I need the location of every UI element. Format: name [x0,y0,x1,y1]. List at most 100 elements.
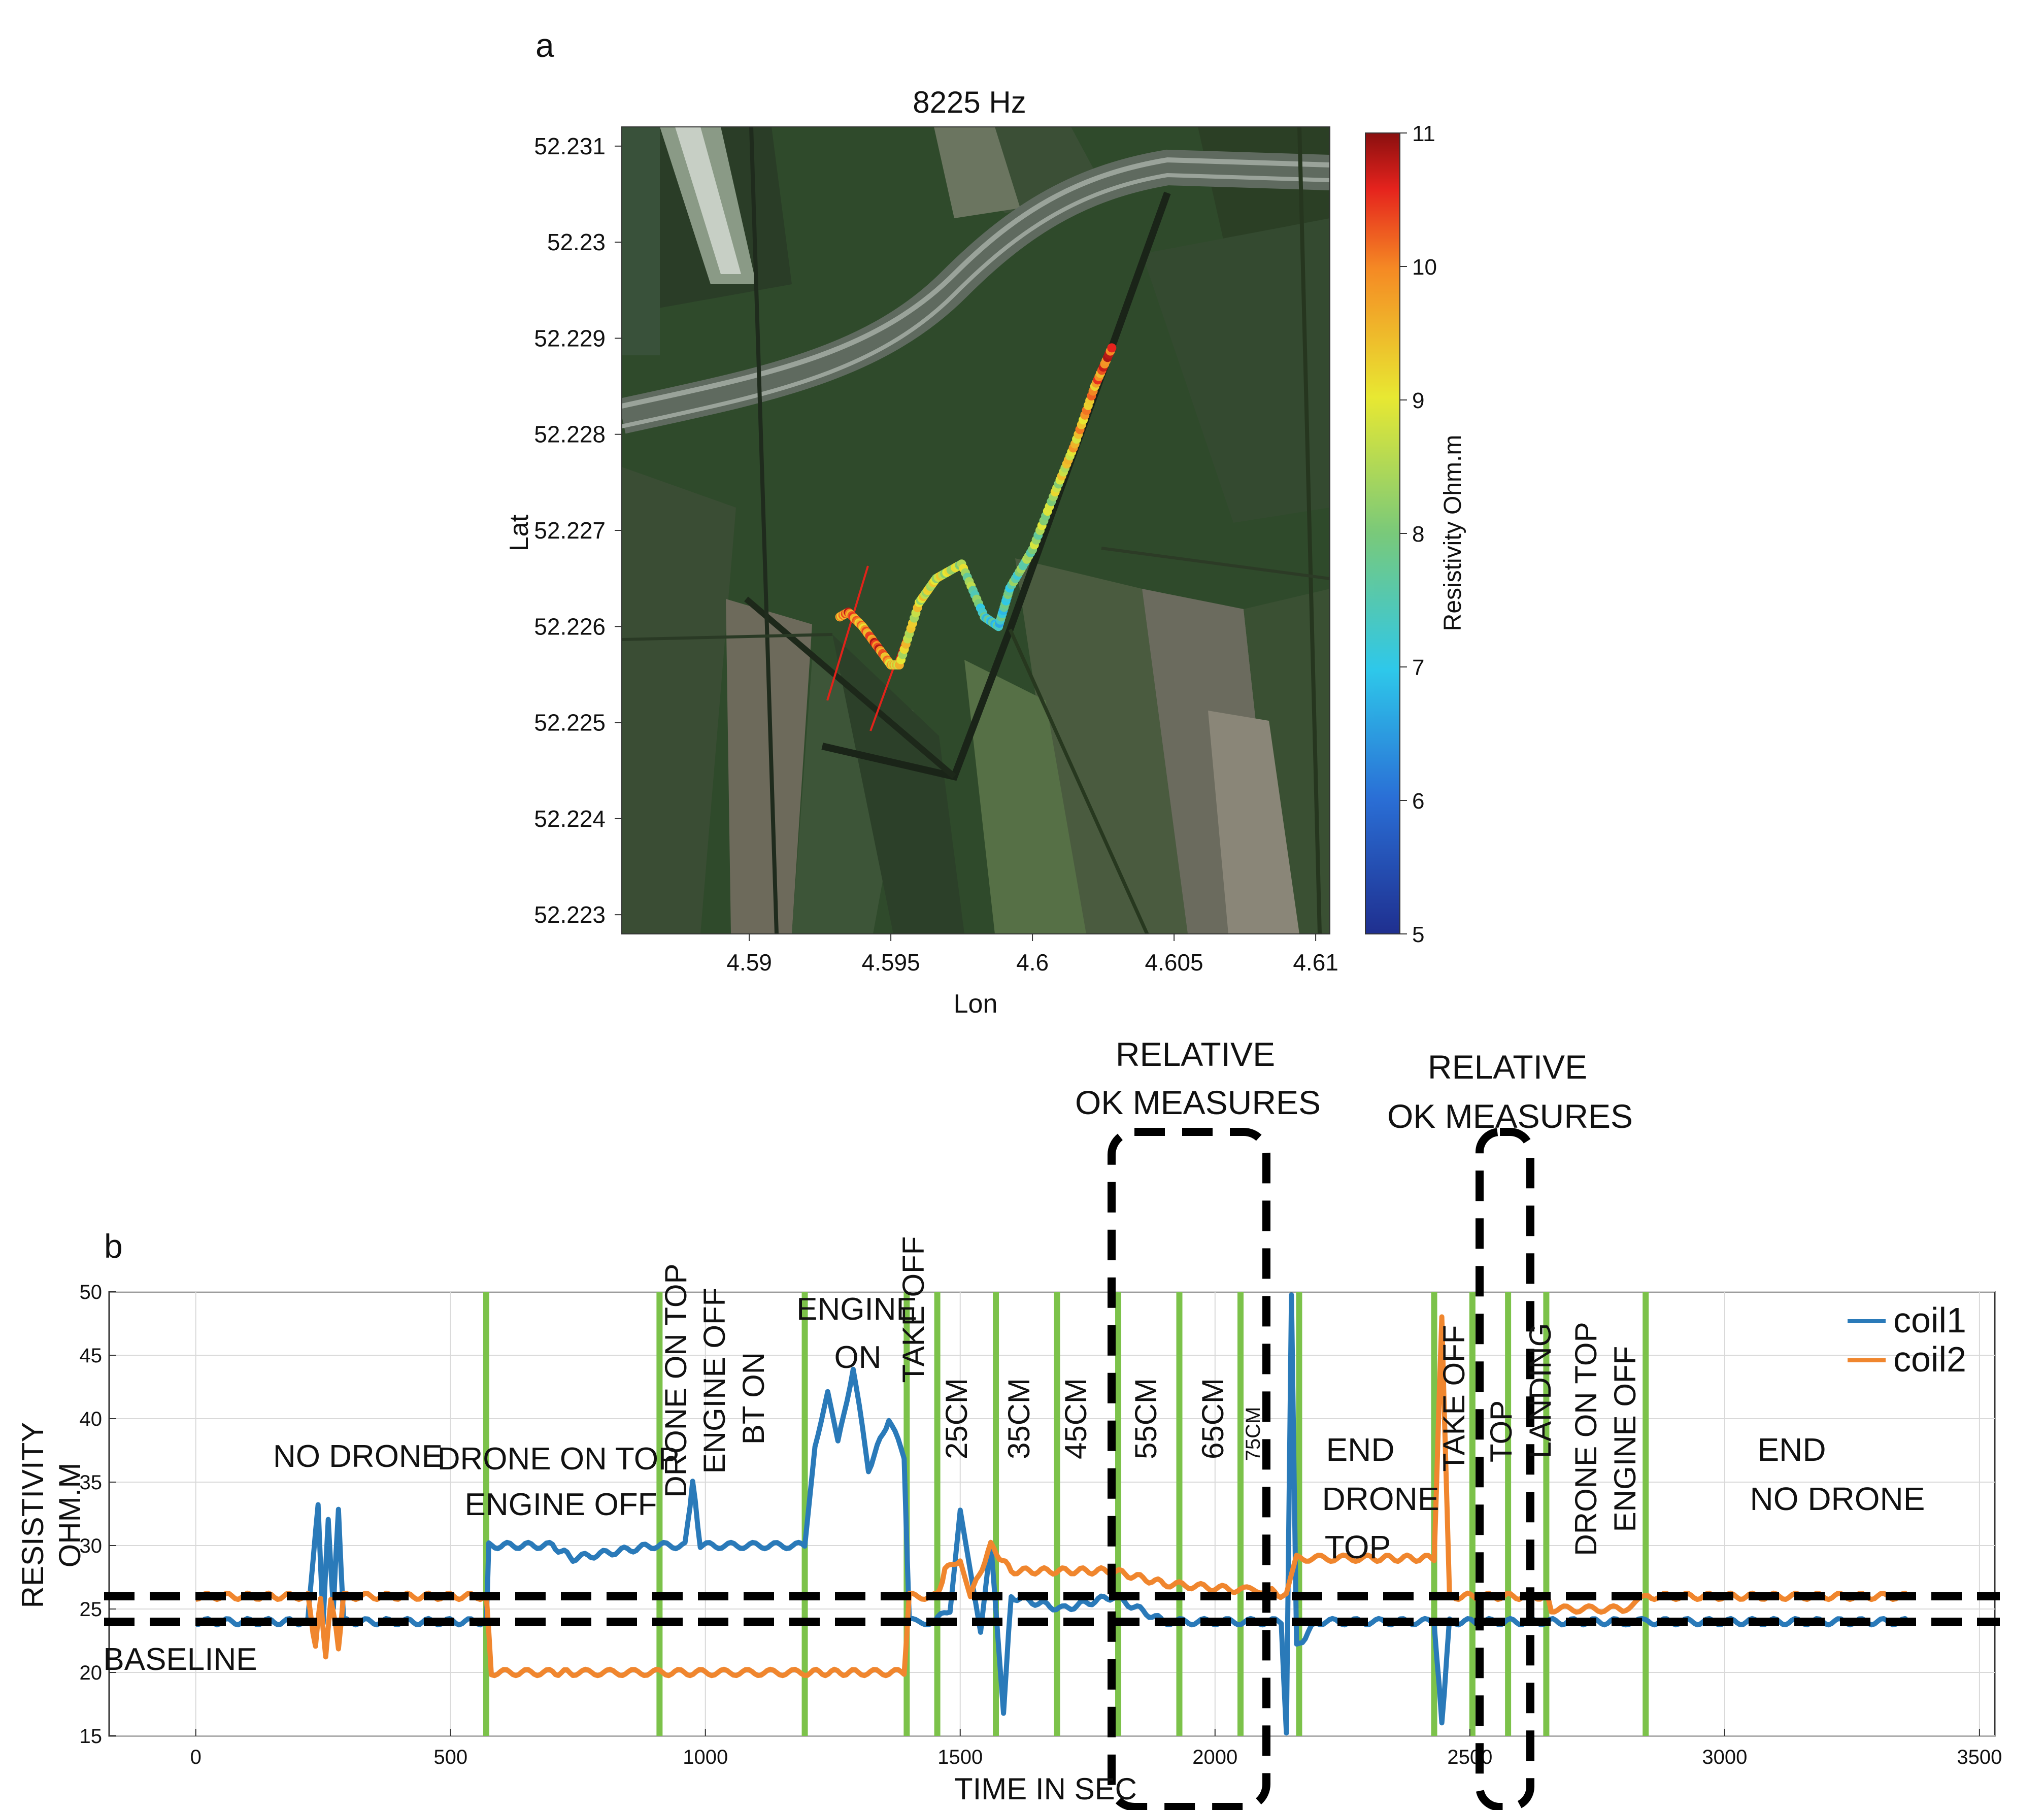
map-y-tick-label: 52.226 [534,613,606,640]
plot-y-label-line1: RESISTIVITY [16,1422,50,1608]
flight-track [835,343,1117,669]
ditch [1101,547,1330,580]
annotation-engine-off-3: ENGINE OFF [1608,1346,1642,1532]
y-tick-label: 30 [80,1535,103,1557]
field-patch [675,127,741,274]
annotation-landing: LANDING [1523,1323,1557,1459]
colorbar-label: Resistivity Ohm.m [1439,435,1466,631]
y-tick-label: 25 [80,1598,103,1621]
field-patch [1244,589,1330,934]
annotation-baseline: BASELINE [103,1642,257,1677]
annotation-engine-off-2: ENGINE OFF [697,1288,731,1474]
event-lines [483,1292,1649,1736]
map-title: 8225 Hz [913,85,1026,119]
annotation-ok-measures-1: OK MEASURES [1075,1084,1321,1121]
colorbar-tick-label: 9 [1412,388,1424,413]
annotation-take-off: TAKE OFF [896,1236,930,1383]
highway-lane [622,157,1330,409]
map-y-label: Lat [505,514,534,551]
field-patch [1142,218,1330,523]
ok-measures-box-1 [1108,1128,1270,1810]
field-patch [622,127,660,355]
annotation-relative-1: RELATIVE [1116,1035,1275,1073]
colorbar-tick-label: 10 [1412,255,1437,280]
map-y-tick-label: 52.223 [534,901,606,928]
annotation-end-2: END [1757,1431,1826,1468]
y-tick-label: 50 [80,1281,103,1303]
annotation-no-drone-2: NO DRONE [1750,1481,1925,1517]
x-tick-label: 2500 [1447,1746,1492,1768]
map-x-tick-label: 4.595 [862,949,920,976]
x-tick-label: 3000 [1702,1746,1747,1768]
map-y-tick-label: 52.225 [534,710,606,736]
field-patch [832,634,964,934]
survey-line-red [826,565,869,701]
x-tick-label: 500 [433,1746,467,1768]
highway [622,149,1330,434]
annotation-55cm: 55CM [1129,1378,1163,1459]
colorbar-tick-label: 6 [1412,789,1424,814]
annotation-25cm: 25CM [940,1378,974,1459]
annotation-on: ON [834,1340,882,1375]
field-patch [726,599,812,934]
map-x-tick-label: 4.605 [1145,949,1203,976]
legend-label-coil2: coil2 [1893,1339,1966,1379]
ditch [1297,127,1322,934]
x-tick-label: 0 [190,1746,202,1768]
x-tick-label: 2000 [1192,1746,1237,1768]
field-patch [934,127,1020,218]
map-y-tick-label: 52.23 [547,229,606,255]
canal [744,596,956,779]
map-y-tick-label: 52.231 [534,133,606,159]
field-patch [622,467,736,934]
map-x-tick-label: 4.61 [1293,949,1338,976]
annotation-bt-on: BT ON [736,1352,770,1445]
map-y-tick-label: 52.227 [534,517,606,544]
annotation-top: TOP [1325,1529,1391,1565]
field-patch [964,660,1086,934]
annotation-drone-on-top-3: DRONE ON TOP [1569,1322,1603,1556]
colorbar-tick-label: 7 [1412,655,1424,680]
annotation-no-drone: NO DRONE [273,1439,443,1474]
colorbar [1365,132,1400,934]
map-y-axis: 52.223 52.224 52.225 52.226 52.227 52.228 52.2… [534,133,622,928]
ditch [749,127,779,934]
plot-y-label-line2: OHM.M [53,1463,87,1568]
annotation-take-off-2: TAKE OFF [1437,1325,1471,1472]
annotation-45cm: 45CM [1059,1378,1093,1459]
map-y-tick-label: 52.224 [534,806,606,832]
legend-label-coil1: coil1 [1893,1300,1966,1340]
annotation-75cm: 75CM [1242,1407,1264,1461]
annotation-top-2: TOP [1484,1400,1518,1462]
ok-measures-box-2 [1476,1128,1534,1810]
annotation-ok-measures-2: OK MEASURES [1387,1097,1633,1135]
y-tick-label: 15 [80,1725,103,1748]
annotation-drone-on-top: DRONE ON TOP [438,1442,680,1477]
map-y-tick-label: 52.229 [534,325,606,351]
y-tick-label: 45 [80,1345,103,1367]
track-point [1107,343,1117,353]
annotation-65cm: 65CM [1196,1378,1230,1459]
plot-grid [109,1291,1995,1736]
plot-frame [108,1291,1996,1737]
annotation-drone-on-top-2: DRONE ON TOP [659,1263,693,1497]
satellite-map [622,127,1330,934]
y-tick-label: 40 [80,1408,103,1430]
plot-x-label: TIME IN SEC [954,1772,1137,1806]
y-tick-label: 35 [80,1471,103,1494]
ditch [1008,628,1149,934]
plot-axes: 0 500 1000 1500 2000 2500 3000 3500 15 20 25 30 35 40… [80,1281,2002,1768]
x-tick-label: 3500 [1957,1746,2002,1768]
colorbar-ticks: 5 6 7 8 9 10 11 [1400,121,1437,947]
plot-annotations: NO DRONE DRONE ON TOP ENGINE OFF ENGINE … [103,1035,1925,1677]
plot-legend: coil1 coil2 [1848,1300,1966,1379]
annotation-end: END [1326,1431,1394,1468]
annotation-engine: ENGINE [796,1292,917,1327]
panel-label-a: a [535,26,554,64]
panel-label-b: b [104,1227,123,1265]
ditch [622,633,833,641]
field-patch [1208,711,1299,934]
map-x-tick-label: 4.6 [1016,949,1049,976]
colorbar-tick-label: 5 [1412,922,1424,947]
